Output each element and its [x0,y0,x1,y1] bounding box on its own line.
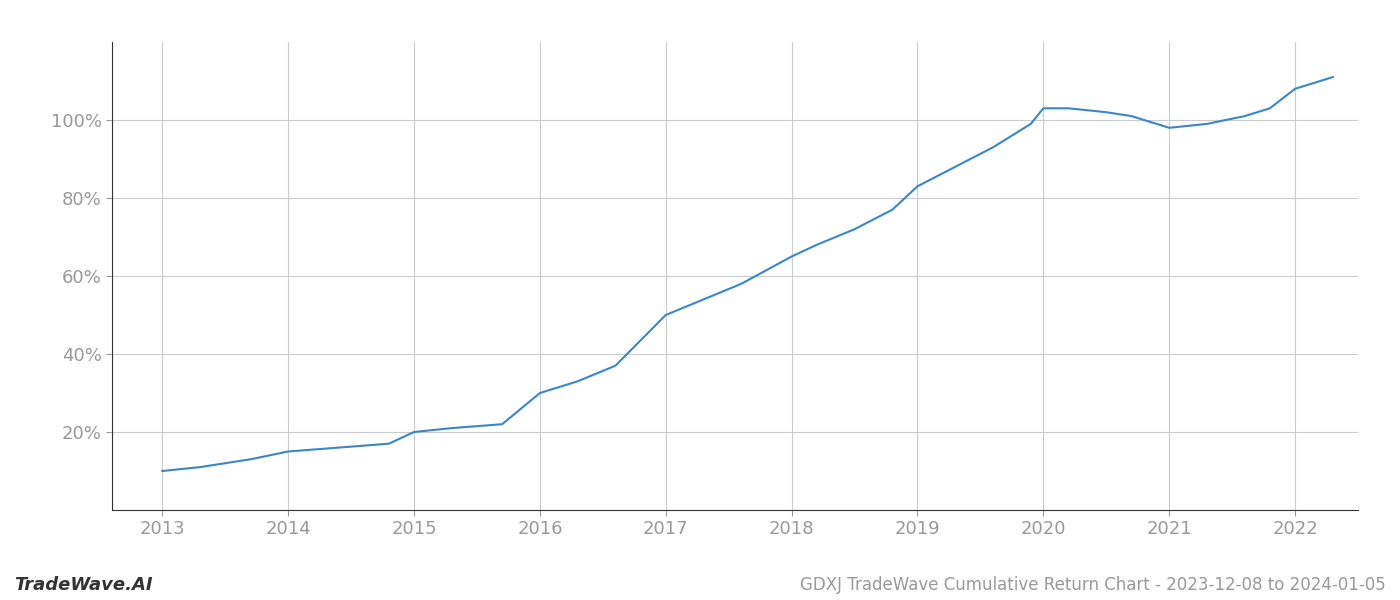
Text: TradeWave.AI: TradeWave.AI [14,576,153,594]
Text: GDXJ TradeWave Cumulative Return Chart - 2023-12-08 to 2024-01-05: GDXJ TradeWave Cumulative Return Chart -… [801,576,1386,594]
